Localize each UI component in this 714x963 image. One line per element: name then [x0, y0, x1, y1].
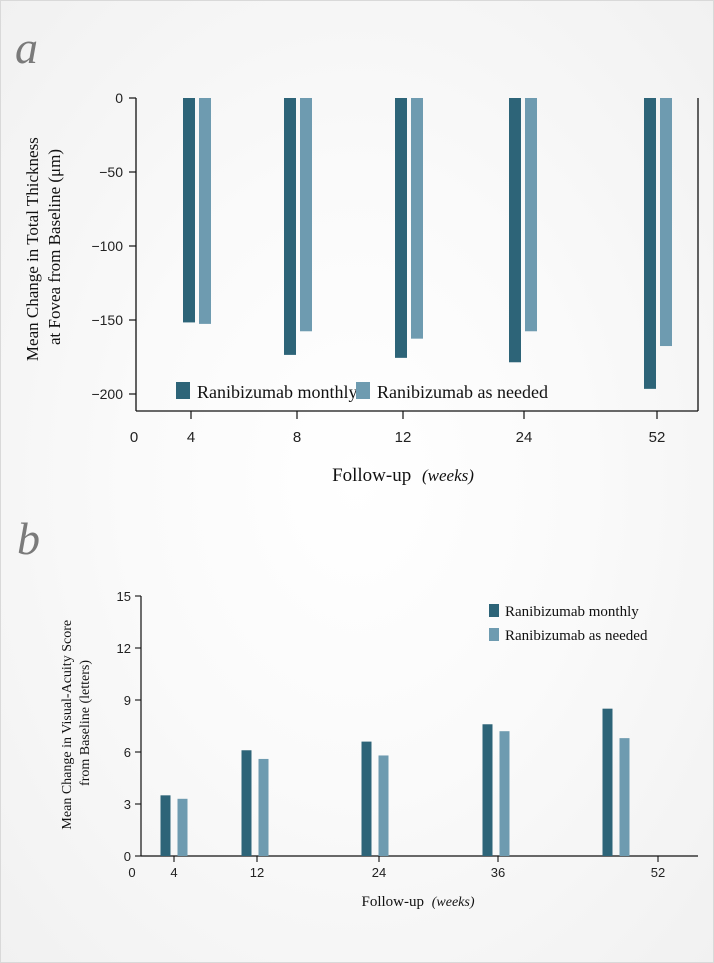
panel-b-xtick-label-4: 52	[651, 865, 665, 880]
panel-b-xtick-2: 24	[372, 856, 386, 880]
panel-a: a Mean Change in Total Thickness at Fove…	[15, 22, 699, 486]
panel-a-legend-label-as-needed: Ranibizumab as needed	[377, 382, 548, 402]
panel-b-bar-as-needed-3	[378, 755, 389, 856]
panel-b-ytick-label-3: 9	[124, 693, 131, 708]
panel-b-ylabel: Mean Change in Visual-Acuity Score from …	[60, 616, 93, 829]
panel-b-bar-monthly-5	[602, 708, 613, 856]
panel-b-xlabel-unit: (weeks)	[432, 895, 475, 910]
panel-b-ytick-label-4: 12	[117, 641, 131, 656]
panel-b-xtick-zero: 0	[128, 865, 135, 880]
panel-b-ytick-4: 12	[117, 641, 141, 656]
panel-b-ytick-label-2: 6	[124, 745, 131, 760]
panel-a-bar-as-needed-2	[300, 98, 312, 332]
panel-a-letter: a	[15, 22, 38, 73]
panel-b-ytick-3: 9	[124, 693, 141, 708]
panel-a-legend-swatch-as-needed	[356, 382, 370, 399]
panel-a-bar-monthly-3	[395, 98, 407, 358]
panel-b-xtick-1: 12	[250, 856, 264, 880]
panel-b-bar-monthly-1	[160, 795, 171, 856]
panel-a-bar-as-needed-4	[525, 98, 537, 332]
panel-a-xtick-4: 52	[649, 411, 666, 446]
panel-b-ytick-0: 0	[124, 849, 141, 864]
panel-a-xtick-0: 4	[187, 411, 195, 446]
panel-a-ytick-label-2: −100	[91, 238, 123, 254]
panel-b-xtick-label-3: 36	[491, 865, 505, 880]
panel-b-xtick-0: 4	[170, 856, 178, 880]
panel-a-bar-as-needed-3	[411, 98, 423, 339]
panel-a-legend-swatch-monthly	[176, 382, 190, 399]
panel-a-xtick-zero: 0	[130, 429, 138, 446]
panel-a-legend-label-monthly: Ranibizumab monthly	[197, 382, 357, 402]
panel-a-xtick-1: 8	[293, 411, 301, 446]
panel-b-ytick-label-0: 0	[124, 849, 131, 864]
panel-a-bar-monthly-2	[284, 98, 296, 355]
panel-a-legend: Ranibizumab monthly Ranibizumab as neede…	[176, 382, 548, 402]
panel-a-xlabel-unit: (weeks)	[422, 466, 474, 485]
panel-a-ylabel-line1: Mean Change in Total Thickness	[23, 137, 42, 361]
panel-b-bar-as-needed-1	[177, 798, 188, 856]
panel-b-legend-swatch-as-needed	[489, 628, 499, 641]
panel-a-xtick-2: 12	[395, 411, 412, 446]
panel-b-ylabel-line2: from Baseline (letters)	[78, 660, 93, 786]
panel-b-legend-label-as-needed: Ranibizumab as needed	[505, 628, 648, 644]
panel-a-xtick-label-0: 4	[187, 429, 195, 446]
panel-a-ylabel: Mean Change in Total Thickness at Fovea …	[23, 133, 64, 361]
panel-b: b Mean Change in Visual-Acuity Score fro…	[17, 513, 698, 910]
panel-a-xtick-label-3: 24	[516, 429, 533, 446]
panel-a-xtick-label-1: 8	[293, 429, 301, 446]
panel-a-ytick-2: −100	[91, 238, 136, 254]
panel-a-bar-as-needed-1	[199, 98, 211, 324]
panel-a-ytick-0: 0	[115, 90, 136, 106]
panel-b-legend-swatch-monthly	[489, 604, 499, 617]
panel-a-ytick-label-3: −150	[91, 312, 123, 328]
panel-b-bar-monthly-3	[361, 741, 372, 856]
panel-a-bar-as-needed-5	[660, 98, 672, 347]
panel-b-bars	[160, 708, 630, 856]
panel-b-xlabel: Follow-up (weeks)	[361, 894, 474, 910]
panel-b-legend: Ranibizumab monthly Ranibizumab as neede…	[489, 604, 648, 644]
panel-a-xlabel-main: Follow-up	[332, 465, 411, 486]
panel-a-xtick-3: 24	[516, 411, 533, 446]
panel-a-ytick-1: −50	[99, 164, 136, 180]
panel-b-bar-as-needed-5	[619, 738, 630, 856]
panel-a-bars	[183, 98, 672, 389]
panel-b-ytick-1: 3	[124, 797, 141, 812]
panel-b-bar-monthly-4	[482, 724, 493, 856]
panel-b-legend-label-monthly: Ranibizumab monthly	[505, 604, 639, 620]
panel-b-xtick-3: 36	[491, 856, 505, 880]
panel-a-ytick-label-4: −200	[91, 386, 123, 402]
panel-b-xtick-label-1: 12	[250, 865, 264, 880]
panel-a-bar-monthly-5	[644, 98, 656, 389]
panel-b-bar-as-needed-4	[499, 731, 510, 856]
panel-b-bar-as-needed-2	[258, 758, 269, 856]
panel-b-ylabel-line1: Mean Change in Visual-Acuity Score	[60, 620, 75, 830]
panel-b-ytick-label-5: 15	[117, 589, 131, 604]
panel-a-ytick-label-0: 0	[115, 90, 123, 106]
panel-b-ytick-5: 15	[117, 589, 141, 604]
panel-a-ytick-3: −150	[91, 312, 136, 328]
panel-b-xtick-4: 52	[651, 856, 665, 880]
panel-b-ytick-2: 6	[124, 745, 141, 760]
panel-a-bar-monthly-4	[509, 98, 521, 363]
panel-b-xtick-label-0: 4	[170, 865, 177, 880]
panel-a-ytick-4: −200	[91, 386, 136, 402]
panel-b-xlabel-main: Follow-up	[361, 894, 424, 910]
panel-a-ylabel-line2: at Fovea from Baseline (μm)	[45, 149, 64, 345]
panel-a-xtick-label-4: 52	[649, 429, 666, 446]
panel-a-xlabel: Follow-up (weeks)	[332, 465, 474, 486]
panel-b-ytick-label-1: 3	[124, 797, 131, 812]
panel-a-xtick-label-2: 12	[395, 429, 412, 446]
panel-a-bar-monthly-1	[183, 98, 195, 323]
panel-a-ytick-label-1: −50	[99, 164, 123, 180]
panel-b-letter: b	[17, 513, 40, 564]
panel-b-xtick-label-2: 24	[372, 865, 386, 880]
panel-b-bar-monthly-2	[241, 750, 252, 856]
